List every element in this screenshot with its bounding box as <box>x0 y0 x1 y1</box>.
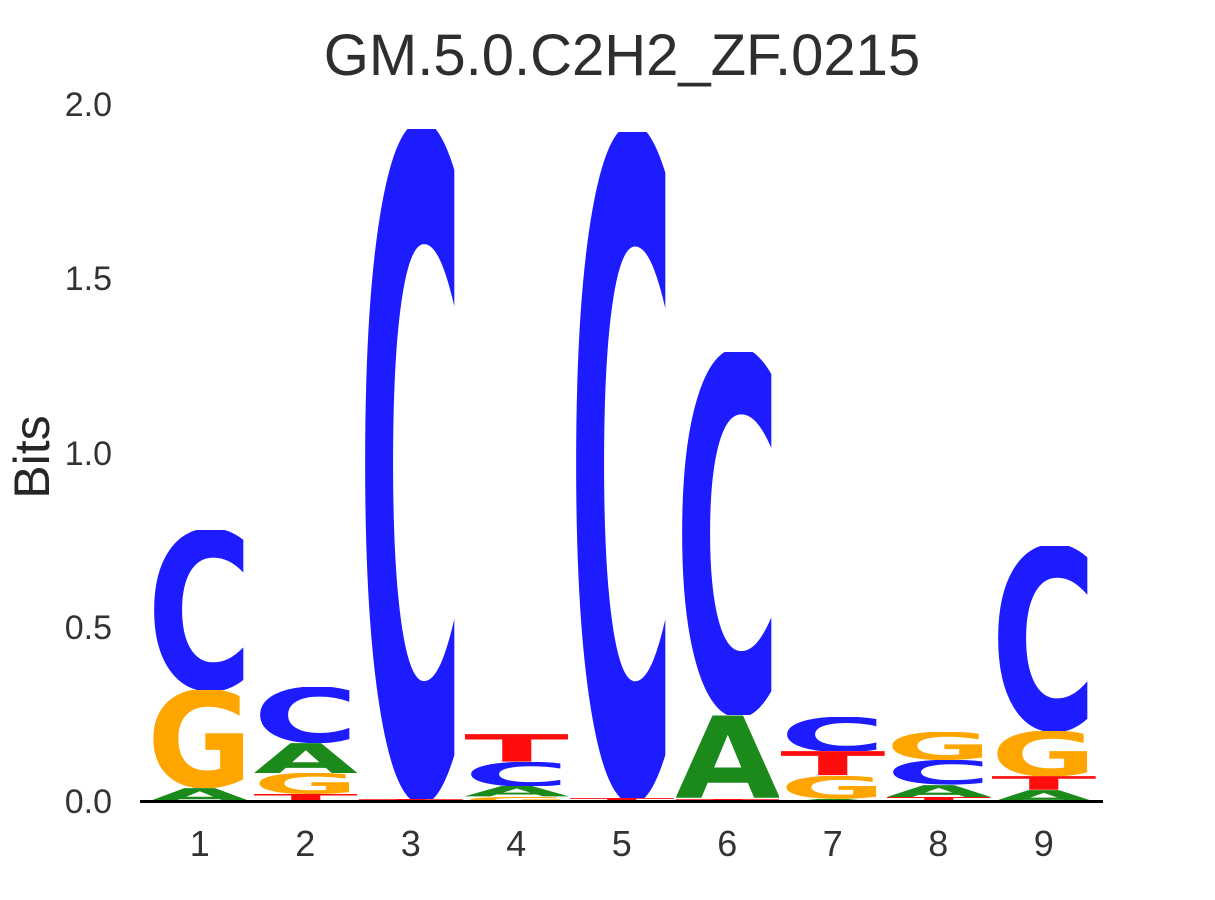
svg-text:G: G <box>254 773 358 794</box>
x-tick-label: 7 <box>822 823 843 864</box>
svg-text:C: C <box>465 762 569 786</box>
logo-letter-T: T <box>570 798 674 802</box>
logo-letter-A: A <box>887 785 991 797</box>
y-tick-label: 1.5 <box>64 260 112 299</box>
logo-letter-T: T <box>992 776 1096 790</box>
x-tick-label: 3 <box>400 823 421 864</box>
logo-letter-A: A <box>148 788 252 802</box>
svg-text:A: A <box>465 786 569 796</box>
logo-letter-T: T <box>254 794 358 802</box>
logo-letter-T: T <box>465 734 569 762</box>
svg-text:G: G <box>465 797 569 802</box>
svg-text:T: T <box>254 794 358 802</box>
y-tick-label: 0.5 <box>64 608 112 647</box>
x-tick-label: 4 <box>506 823 527 864</box>
logo-letter-C: C <box>254 687 358 743</box>
svg-text:C: C <box>359 129 463 798</box>
svg-text:G: G <box>148 690 252 788</box>
logo-letter-G: G <box>887 732 991 760</box>
x-axis-line <box>140 800 1103 803</box>
svg-text:G: G <box>992 731 1096 776</box>
logo-letter-A: A <box>254 743 358 774</box>
logo-letter-C: C <box>465 762 569 786</box>
svg-text:A: A <box>676 715 780 799</box>
logo-letter-G: G <box>148 690 252 788</box>
svg-text:T: T <box>992 776 1096 790</box>
x-tick-label: 8 <box>928 823 949 864</box>
x-tick-label: 2 <box>295 823 316 864</box>
svg-text:C: C <box>992 546 1096 731</box>
logo-letter-T: T <box>887 797 991 802</box>
logo-letter-G: G <box>465 797 569 802</box>
svg-text:C: C <box>254 687 358 743</box>
y-tick-label: 2.0 <box>64 86 112 124</box>
x-tick-label: 9 <box>1033 823 1054 864</box>
svg-text:A: A <box>254 743 358 774</box>
logo-letter-C: C <box>992 546 1096 731</box>
x-tick-label: 5 <box>611 823 632 864</box>
svg-text:T: T <box>465 734 569 762</box>
svg-text:A: A <box>992 790 1096 802</box>
svg-text:T: T <box>570 798 674 802</box>
svg-text:C: C <box>887 760 991 784</box>
svg-text:T: T <box>887 797 991 802</box>
y-tick-label: 1.0 <box>64 434 112 473</box>
logo-letter-G: G <box>992 731 1096 776</box>
logo-letter-C: C <box>887 760 991 784</box>
svg-text:G: G <box>781 776 885 799</box>
y-tick-label: 0.0 <box>64 783 112 821</box>
svg-text:C: C <box>676 352 780 714</box>
logo-letter-T: T <box>781 751 885 775</box>
logo-letter-A: A <box>992 790 1096 802</box>
svg-text:C: C <box>148 530 252 690</box>
logo-letter-C: C <box>676 352 780 714</box>
logo-letter-C: C <box>570 132 674 798</box>
logo-letter-C: C <box>148 530 252 690</box>
logo-letter-C: C <box>781 717 885 752</box>
svg-text:C: C <box>781 717 885 752</box>
svg-text:G: G <box>887 732 991 760</box>
svg-text:C: C <box>570 132 674 798</box>
logo-letter-A: A <box>465 786 569 796</box>
svg-text:A: A <box>887 785 991 797</box>
logo-letter-G: G <box>254 773 358 794</box>
svg-text:T: T <box>781 751 885 775</box>
logo-letter-A: A <box>676 715 780 799</box>
x-tick-label: 6 <box>717 823 738 864</box>
logo-letter-G: G <box>781 776 885 799</box>
plot-title: GM.5.0.C2H2_ZF.0215 <box>323 23 921 88</box>
x-tick-label: 1 <box>189 823 210 864</box>
svg-text:A: A <box>148 788 252 802</box>
logo-letter-C: C <box>359 129 463 798</box>
